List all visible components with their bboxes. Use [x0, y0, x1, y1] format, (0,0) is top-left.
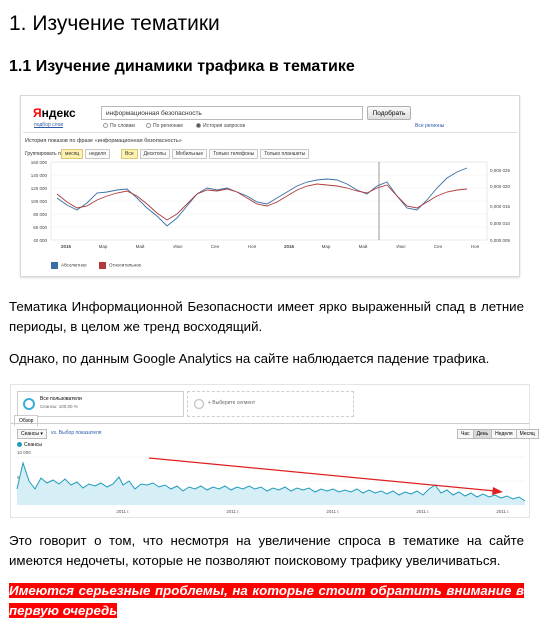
- y-left-tick: 80 000: [33, 212, 47, 217]
- x-tick: Ноя: [471, 244, 480, 249]
- radio-icon: [103, 123, 108, 129]
- tab-overview[interactable]: Обзор: [14, 415, 39, 426]
- tab-phones[interactable]: Только телефоны: [209, 149, 259, 159]
- device-tabs: Все Десктопы Мобильные Только телефоны Т…: [121, 149, 310, 159]
- radio-icon: [146, 123, 151, 129]
- period-buttons: Час День Неделя Месяц: [457, 429, 539, 439]
- search-button[interactable]: Подобрать: [367, 106, 411, 120]
- x-tick: Мар: [99, 244, 108, 249]
- radio-selected-icon: [196, 123, 201, 129]
- segment-all-users[interactable]: Все пользователи Сеансы: 100,00 %: [17, 391, 184, 417]
- radio-history[interactable]: История запросов: [196, 123, 245, 129]
- y-right-tick: 0,000 005: [490, 238, 511, 243]
- legend-relative: Относительное: [99, 262, 141, 269]
- x-tick: Май: [136, 243, 145, 249]
- ga-x-tick: 2011 г.: [326, 509, 339, 514]
- y-right-tick: 0,000 020: [490, 184, 511, 189]
- ga-gridlines: [15, 456, 525, 482]
- y-left-tick: 140 000: [31, 173, 48, 178]
- segment-subtitle: Сеансы: 100,00 %: [40, 404, 78, 409]
- group-label: Группировать по:: [25, 151, 65, 157]
- x-tick: Сен: [211, 244, 220, 249]
- regions-link[interactable]: Все регионы: [415, 123, 445, 129]
- ga-sessions-line: [16, 461, 526, 502]
- divider: [23, 132, 517, 133]
- x-tick: 2016: [284, 244, 295, 249]
- tab-all[interactable]: Все: [121, 149, 138, 159]
- subsection-heading: 1.1 Изучение динамики трафика в тематике: [9, 58, 355, 75]
- group-tabs: месяц неделя: [61, 149, 110, 159]
- yandex-logo: Яндекс: [33, 106, 76, 120]
- y-left-tick: 120 000: [31, 186, 48, 191]
- y-left-tick: 60 000: [33, 225, 47, 230]
- metric-legend: Сеансы: [17, 442, 42, 448]
- wordstat-chart: 160 000 140 000 120 000 100 000 80 000 6…: [31, 160, 511, 249]
- ga-sessions-chart: 2011 г. 2011 г. 2011 г. 2011 г. 2011 г.: [15, 456, 526, 514]
- metric-dropdown[interactable]: Сеансы ▾: [17, 429, 47, 439]
- y-right-tick: 0,000 010: [490, 221, 511, 226]
- yandex-wordstat-screenshot: Яндекс подбор слов информационная безопа…: [20, 95, 520, 277]
- ga-x-tick: 2011 г.: [496, 509, 509, 514]
- ga-x-tick: 2011 г.: [116, 509, 129, 514]
- paragraph-trend: Тематика Информационной Безопасности име…: [9, 299, 524, 334]
- segment-empty-ring-icon: [193, 398, 205, 410]
- series-relative-line: [56, 183, 468, 221]
- ga-x-tick: 2011 г.: [226, 509, 239, 514]
- radio-by-words[interactable]: По словам: [103, 123, 135, 129]
- x-tick: Мар: [322, 244, 331, 249]
- add-segment-label: + Выберите сегмент: [208, 400, 256, 406]
- trend-arrow-head-icon: [492, 487, 503, 495]
- radio-by-regions[interactable]: По регионам: [146, 123, 183, 129]
- alert-text: Имеются серьезные проблемы, на которые с…: [9, 583, 524, 618]
- segment-title: Все пользователи: [40, 396, 82, 402]
- segment-ring-icon: [23, 398, 35, 410]
- ga-x-tick: 2011 г.: [416, 509, 429, 514]
- chart-gridlines: [51, 174, 487, 228]
- google-analytics-screenshot: Все пользователи Сеансы: 100,00 % + Выбе…: [10, 384, 539, 518]
- add-segment-button[interactable]: + Выберите сегмент: [187, 391, 354, 417]
- legend-absolute: Абсолютное: [51, 262, 87, 269]
- tab-tablets[interactable]: Только планшеты: [260, 149, 310, 159]
- compare-metric-link[interactable]: vs. Выбор показателя: [51, 430, 102, 436]
- trend-arrow-line: [148, 457, 496, 492]
- tab-mobile[interactable]: Мобильные: [171, 149, 208, 159]
- paragraph-ga-intro: Однако, по данным Google Analytics на са…: [9, 351, 490, 366]
- x-tick: Июл: [173, 244, 183, 249]
- x-tick: Сен: [434, 244, 443, 249]
- y-right-tick: 0,000 015: [490, 204, 511, 209]
- tab-desktop[interactable]: Десктопы: [139, 149, 170, 159]
- divider: [11, 423, 529, 424]
- legend-swatch: [99, 262, 106, 269]
- x-tick: Июл: [396, 244, 406, 249]
- legend-dot-icon: [17, 442, 22, 448]
- legend-swatch: [51, 262, 58, 269]
- y-left-tick: 100 000: [31, 199, 48, 204]
- x-tick: 2015: [61, 244, 72, 249]
- y-left-tick: 40 000: [33, 238, 47, 243]
- x-tick: Май: [359, 243, 368, 249]
- history-title: История показов по фразе «информационная…: [25, 138, 182, 144]
- y-tick-top: 10 000: [17, 450, 31, 455]
- x-tick: Ноя: [248, 244, 257, 249]
- period-month-button[interactable]: Месяц: [515, 429, 539, 439]
- yandex-sub-label[interactable]: подбор слов: [34, 122, 64, 128]
- paragraph-conclusion: Это говорит о том, что несмотря на увели…: [9, 533, 524, 568]
- search-input[interactable]: информационная безопасность: [101, 106, 363, 120]
- tab-week[interactable]: неделя: [85, 149, 110, 159]
- section-heading: 1. Изучение тематики: [9, 12, 220, 35]
- y-left-tick: 160 000: [31, 160, 48, 165]
- tab-month[interactable]: месяц: [61, 149, 84, 159]
- y-right-tick: 0,000 025: [490, 168, 511, 173]
